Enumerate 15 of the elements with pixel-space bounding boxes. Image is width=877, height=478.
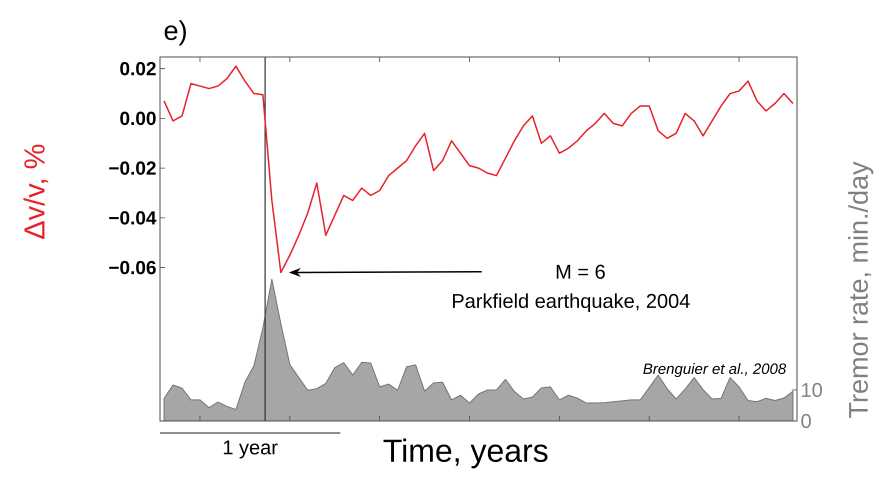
- chart-title: e): [164, 20, 186, 46]
- y-tick-label: 0.00: [120, 112, 156, 126]
- y-axis-title: Δv/v, %: [23, 144, 48, 239]
- annotation: M = 6: [556, 264, 605, 279]
- y-tick-label: −0.06: [109, 260, 156, 274]
- y-tick-label: −0.04: [109, 211, 156, 225]
- y-tick-label: 0: [801, 414, 811, 428]
- x-axis-title: Time, years: [384, 438, 548, 468]
- y-tick-label: −0.02: [109, 161, 156, 175]
- annotation: Brenguier et al., 2008: [643, 363, 786, 378]
- annotation: Parkfield earthquake, 2004: [452, 293, 690, 312]
- y-tick-label: 0.02: [120, 62, 156, 76]
- y-tick-label: 10: [802, 382, 822, 398]
- text: 1 year: [224, 440, 278, 458]
- y-axis-title: Tremor rate, min./day: [848, 161, 874, 418]
